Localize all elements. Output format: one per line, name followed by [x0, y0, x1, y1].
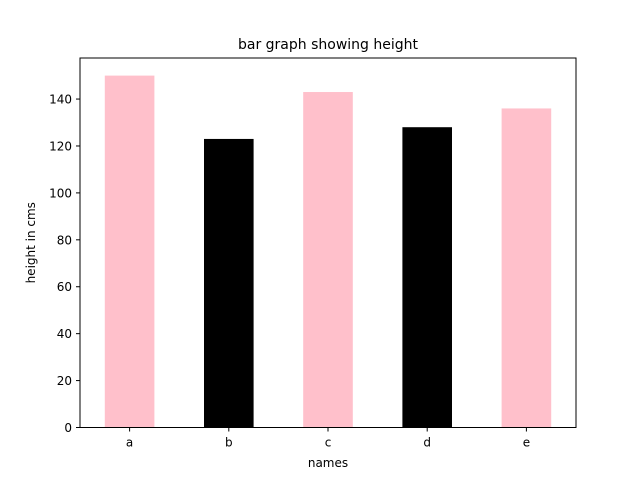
y-tick-label: 0: [64, 421, 72, 435]
bar-b: [204, 138, 254, 428]
y-axis-label: height in cms: [24, 202, 38, 283]
x-tick-label: a: [126, 436, 133, 450]
y-tick-label: 20: [57, 374, 72, 388]
x-tick-label: d: [423, 436, 431, 450]
x-tick-label: e: [523, 436, 530, 450]
x-axis-label: names: [308, 456, 348, 470]
y-tick-label: 60: [57, 280, 72, 294]
bars-group: [104, 75, 552, 428]
y-tick-label: 80: [57, 233, 72, 247]
bar-e: [501, 108, 552, 428]
bar-d: [402, 127, 452, 428]
y-tick-label: 120: [49, 139, 72, 153]
y-tick-label: 100: [49, 186, 72, 200]
y-axis: 0 20 40 60 80 100 120 140: [49, 93, 80, 435]
bar-a: [104, 75, 155, 428]
plot-frame: [79, 57, 577, 428]
x-tick-label: c: [325, 436, 332, 450]
x-axis: a b c d e: [126, 427, 530, 450]
x-tick-label: b: [225, 436, 233, 450]
chart-title: bar graph showing height: [238, 37, 419, 53]
y-tick-label: 140: [49, 93, 72, 107]
y-tick-label: 40: [57, 327, 72, 341]
bar-c: [303, 92, 353, 428]
